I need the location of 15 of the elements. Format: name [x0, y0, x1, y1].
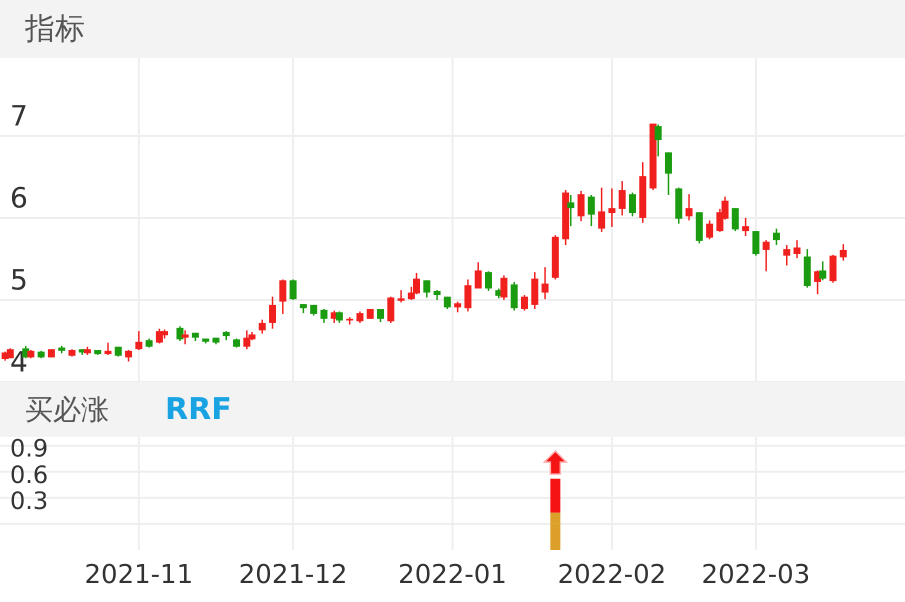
y-tick-label: 0.3 — [10, 486, 48, 515]
x-tick-label: 2021-12 — [238, 560, 348, 590]
y-tick-label: 0.9 — [10, 434, 48, 463]
y-tick-label: 5 — [10, 263, 28, 296]
x-tick-label: 2022-01 — [398, 560, 507, 590]
x-tick-label: 2022-02 — [558, 560, 666, 590]
chart-title: 指标 — [24, 12, 85, 46]
y-tick-label: 0.6 — [10, 460, 48, 489]
x-tick-label: 2022-03 — [702, 560, 810, 590]
y-tick-label: 6 — [10, 181, 28, 214]
chart-subtitle: RRF — [165, 392, 232, 427]
y-tick-label: 7 — [10, 99, 28, 132]
chart-title: 买必涨 — [25, 393, 109, 426]
x-tick-label: 2021-11 — [84, 560, 194, 590]
bar — [550, 478, 560, 513]
